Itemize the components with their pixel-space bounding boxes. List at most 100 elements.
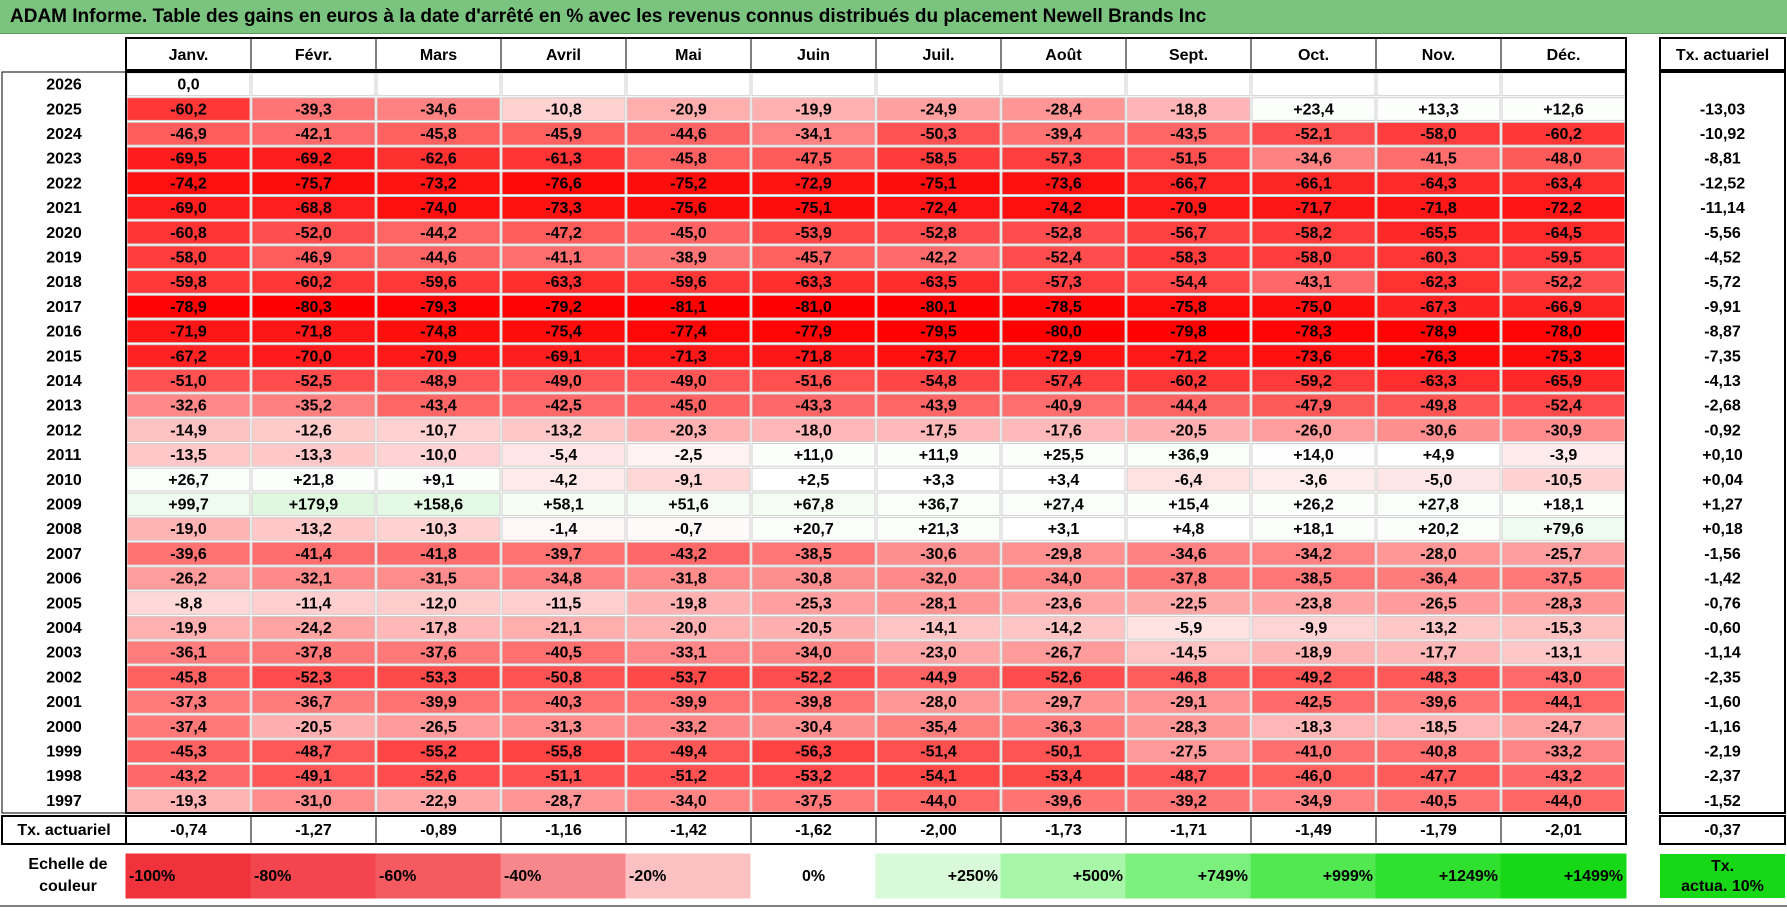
cell-value: +3,1	[1048, 521, 1080, 538]
cell-value: +79,6	[1543, 521, 1584, 538]
heatmap-cell	[376, 368, 501, 393]
cell-value: +14,0	[1293, 447, 1334, 464]
cell-value: -36,1	[170, 645, 207, 662]
heatmap-cell	[751, 615, 876, 640]
heatmap-cell	[1376, 368, 1501, 393]
cell-value: -41,5	[1420, 151, 1457, 168]
heatmap-cell	[251, 541, 376, 566]
cell-value: +9,1	[423, 472, 455, 489]
cell-value: -10,7	[420, 422, 457, 439]
cell-value: -25,3	[795, 595, 832, 612]
heatmap-cell	[1126, 319, 1251, 344]
heatmap-cell	[876, 640, 1001, 665]
heatmap-cell	[626, 443, 751, 467]
heatmap-cell	[751, 319, 876, 344]
heatmap-cell	[751, 591, 876, 615]
cell-value: -13,2	[295, 521, 332, 538]
row-rate-value: -4,13	[1704, 373, 1741, 390]
row-rate-value: -0,92	[1704, 422, 1741, 439]
cell-value: -44,0	[1545, 793, 1582, 810]
cell-value: -53,4	[1045, 768, 1082, 785]
heatmap-cell	[1251, 443, 1376, 467]
heatmap-cell	[501, 72, 626, 97]
heatmap-cell	[751, 245, 876, 270]
heatmap-cell	[501, 196, 626, 220]
heatmap-cell	[376, 196, 501, 220]
heatmap-cell	[501, 714, 626, 739]
heatmap-cell	[1251, 220, 1376, 245]
row-rate-value: -1,14	[1704, 645, 1741, 662]
cell-value: -72,4	[920, 200, 957, 217]
heatmap-cell	[876, 196, 1001, 220]
cell-value: -23,8	[1295, 595, 1332, 612]
cell-value: -54,4	[1170, 274, 1207, 291]
heatmap-cell	[501, 517, 626, 541]
heatmap-cell	[876, 171, 1001, 196]
footer-rate-value: -1,62	[795, 822, 832, 839]
cell-value: -44,1	[1545, 694, 1582, 711]
cell-value: -64,5	[1545, 225, 1582, 242]
heatmap-cell	[501, 344, 626, 368]
cell-value: +11,0	[794, 447, 834, 464]
cell-value: -43,1	[1295, 274, 1332, 291]
cell-value: -40,9	[1045, 398, 1082, 415]
cell-value: -77,4	[670, 324, 707, 341]
cell-value: +67,8	[793, 496, 834, 513]
scale-label: couleur	[39, 878, 97, 895]
heatmap-cell	[751, 640, 876, 665]
cell-value: -18,5	[1420, 719, 1457, 736]
cell-value: -10,8	[545, 101, 582, 118]
cell-value: -47,5	[795, 151, 832, 168]
heatmap-cell	[626, 640, 751, 665]
heatmap-cell	[1001, 418, 1126, 442]
heatmap-cell	[501, 541, 626, 566]
heatmap-cell	[876, 665, 1001, 689]
heatmap-cell	[626, 245, 751, 270]
heatmap-cell	[751, 121, 876, 146]
cell-value: -19,9	[795, 101, 832, 118]
cell-value: -51,2	[670, 768, 707, 785]
row-year-label: 2013	[46, 398, 82, 415]
heatmap-cell	[751, 393, 876, 418]
row-rate-value: -1,52	[1704, 793, 1741, 810]
cell-value: +26,2	[1293, 496, 1334, 513]
cell-value: -74,8	[420, 324, 457, 341]
heatmap-cell	[1001, 319, 1126, 344]
cell-value: -37,6	[420, 645, 457, 662]
heatmap-cell	[501, 764, 626, 788]
cell-value: -52,4	[1045, 249, 1082, 266]
row-rate-value: +0,18	[1702, 521, 1743, 538]
cell-value: -63,3	[795, 274, 832, 291]
cell-value: -66,1	[1295, 175, 1332, 192]
heatmap-cell	[876, 368, 1001, 393]
cell-value: -78,0	[1545, 324, 1582, 341]
cell-value: -42,1	[295, 126, 332, 143]
heatmap-cell	[751, 220, 876, 245]
heatmap-cell	[1251, 270, 1376, 294]
heatmap-cell	[1001, 344, 1126, 368]
heatmap-cell	[1376, 591, 1501, 615]
cell-value: -78,9	[170, 299, 207, 316]
cell-value: -29,7	[1045, 694, 1082, 711]
heatmap-cell	[1376, 615, 1501, 640]
heatmap-cell	[1001, 393, 1126, 418]
cell-value: -10,3	[420, 521, 457, 538]
heatmap-cell	[1001, 121, 1126, 146]
cell-value: -47,9	[1295, 398, 1332, 415]
cell-value: -33,2	[670, 719, 707, 736]
heatmap-cell	[1126, 97, 1251, 121]
cell-value: -60,2	[1170, 373, 1207, 390]
cell-value: -40,5	[545, 645, 582, 662]
cell-value: -58,0	[1295, 249, 1332, 266]
cell-value: -75,3	[1545, 348, 1582, 365]
row-rate-value: -8,87	[1704, 324, 1741, 341]
cell-value: -34,9	[1295, 793, 1332, 810]
heatmap-cell	[1376, 72, 1501, 97]
cell-value: -41,8	[420, 546, 457, 563]
cell-value: -37,5	[1545, 571, 1582, 588]
cell-value: -45,7	[795, 249, 832, 266]
row-rate-value: -4,52	[1704, 249, 1741, 266]
rate-scale-swatch	[1660, 854, 1785, 898]
heatmap-cell	[1126, 615, 1251, 640]
cell-value: -25,7	[1545, 546, 1582, 563]
